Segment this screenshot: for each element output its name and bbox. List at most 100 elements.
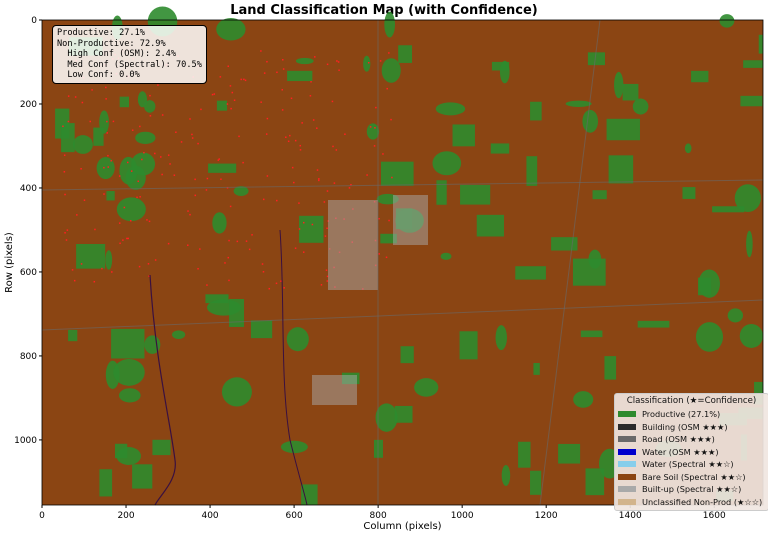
productive-patch (76, 243, 106, 269)
productive-patch (363, 55, 371, 72)
speckle (127, 237, 129, 240)
productive-patch (118, 388, 141, 403)
speckle (230, 107, 232, 110)
speckle (137, 180, 139, 183)
speckle (107, 166, 110, 168)
speckle (262, 198, 265, 201)
speckle (189, 118, 191, 120)
speckle (200, 108, 202, 111)
speckle (301, 122, 303, 124)
speckle (118, 175, 121, 177)
speckle (240, 78, 242, 81)
speckle (139, 125, 141, 128)
legend: Classification (★=Confidence) Productive… (614, 393, 768, 511)
productive-patch (132, 464, 153, 489)
plot-frame (41, 19, 764, 506)
productive-patch (608, 155, 634, 184)
speckle (126, 237, 128, 240)
productive-patch (414, 378, 439, 397)
productive-patch (490, 143, 510, 154)
speckle (107, 154, 109, 157)
speckle (191, 133, 193, 136)
productive-patch (739, 323, 763, 348)
road (41, 179, 764, 191)
y-tick-label: 600 (20, 268, 37, 278)
legend-entry: Road (OSM ★★★) (618, 433, 765, 446)
speckle (157, 84, 159, 86)
speckle (111, 271, 113, 273)
legend-entry: Water (OSM ★★★) (618, 446, 765, 459)
productive-patch (119, 96, 129, 108)
speckle (251, 234, 253, 236)
speckle (74, 96, 77, 98)
speckle (312, 119, 315, 121)
y-tick-label: 1000 (14, 436, 37, 446)
productive-patch (286, 327, 309, 352)
speckle (388, 219, 390, 222)
productive-patch (565, 100, 592, 107)
speckle (167, 154, 170, 156)
speckle (314, 56, 316, 58)
speckle (118, 222, 121, 224)
legend-swatch (618, 411, 636, 418)
speckle (80, 168, 82, 170)
speckle (94, 228, 96, 231)
speckle (281, 109, 284, 111)
speckle (325, 269, 328, 271)
speckle (129, 220, 132, 222)
speckle (197, 142, 199, 145)
legend-swatch (618, 498, 636, 505)
speckle (228, 279, 230, 282)
speckle (217, 159, 220, 161)
productive-patch (734, 184, 761, 213)
speckle (369, 126, 372, 128)
productive-patch (758, 34, 763, 54)
productive-patch (592, 190, 607, 200)
speckle (326, 280, 329, 282)
speckle (219, 76, 222, 78)
productive-patch (637, 320, 670, 328)
speckle (299, 144, 302, 147)
speckle (139, 196, 141, 198)
productive-patch (614, 71, 624, 99)
speckle (149, 115, 152, 117)
productive-patch (152, 439, 171, 456)
productive-patch (743, 60, 763, 68)
productive-patch (61, 123, 75, 153)
speckle (106, 120, 108, 123)
speckle (148, 275, 150, 277)
productive-patch (68, 329, 78, 342)
productive-patch (501, 464, 511, 487)
productive-patch (727, 308, 744, 323)
productive-patch (233, 186, 249, 196)
productive-patch (622, 83, 639, 101)
productive-patch (113, 358, 145, 386)
speckle (63, 171, 66, 173)
productive-patch (606, 118, 640, 141)
speckle (265, 133, 268, 135)
speckle (180, 141, 183, 143)
productive-patch (114, 443, 128, 459)
productive-patch (400, 346, 414, 364)
speckle (350, 184, 352, 186)
built-up-block (393, 195, 428, 245)
productive-patch (460, 184, 491, 205)
speckle (337, 61, 340, 63)
legend-swatch (618, 486, 636, 493)
legend-label: Unclassified Non-Prod (★☆☆) (642, 496, 763, 507)
speckle (298, 228, 301, 230)
speckle (260, 50, 262, 52)
speckle (63, 154, 66, 156)
productive-patch (587, 52, 606, 66)
speckle (285, 136, 287, 139)
productive-patch (530, 101, 542, 121)
x-axis-label: Column (pixels) (363, 521, 441, 532)
speckle (187, 210, 189, 212)
speckle (291, 166, 294, 169)
speckle (348, 187, 351, 189)
speckle (298, 202, 300, 204)
legend-label: Building (OSM ★★★) (642, 421, 728, 432)
speckle (126, 161, 129, 164)
productive-patch (573, 391, 594, 408)
speckle (290, 97, 293, 100)
